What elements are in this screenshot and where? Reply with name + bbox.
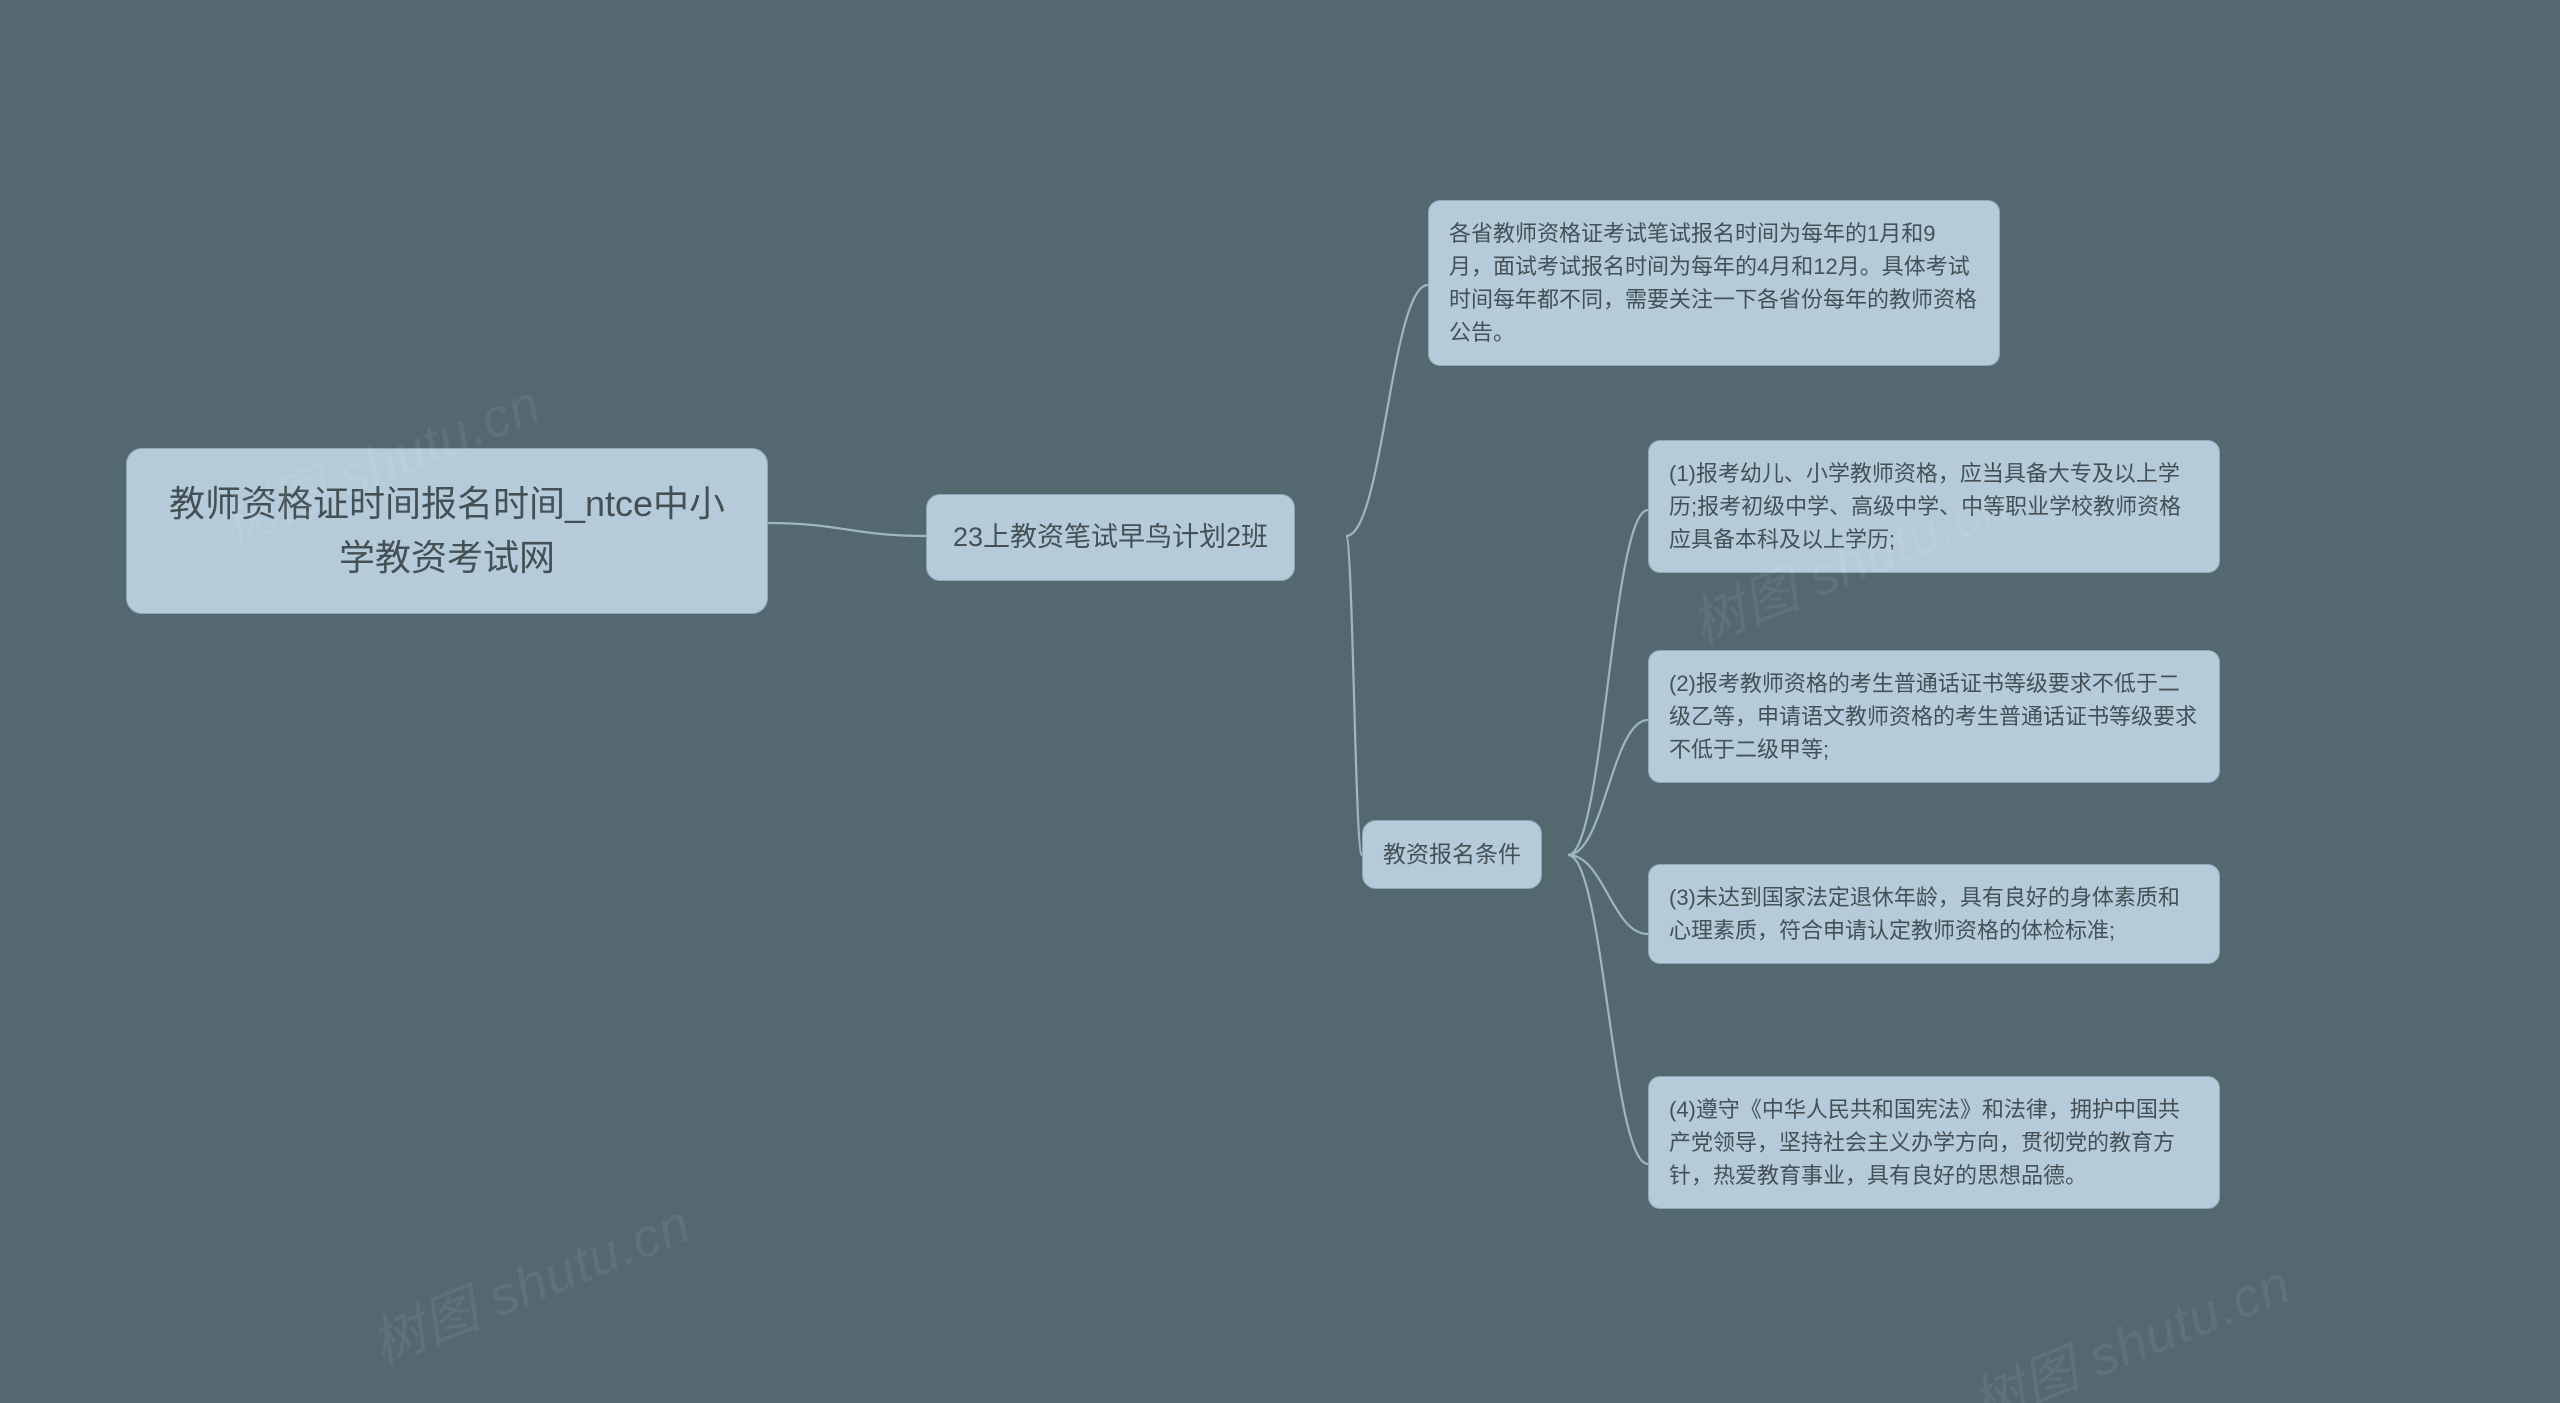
edge [1568,855,1648,1164]
leaf1-node: (1)报考幼儿、小学教师资格，应当具备大专及以上学历;报考初级中学、高级中学、中… [1648,440,2220,573]
root-node: 教师资格证时间报名时间_ntce中小学教资考试网 [126,448,768,614]
leaf3-text: (3)未达到国家法定退休年龄，具有良好的身体素质和心理素质，符合申请认定教师资格… [1669,885,2180,943]
edge [1346,285,1428,536]
branch1-node: 23上教资笔试早鸟计划2班 [926,494,1295,581]
leaf2-node: (2)报考教师资格的考生普通话证书等级要求不低于二级乙等，申请语文教师资格的考生… [1648,650,2220,783]
watermark: 树图 shutu.cn [358,1180,701,1380]
edge [1568,720,1648,855]
branch1-text: 23上教资笔试早鸟计划2班 [953,522,1268,552]
branch2-node: 教资报名条件 [1362,820,1542,889]
edge [1568,510,1648,855]
leaf0-text: 各省教师资格证考试笔试报名时间为每年的1月和9月，面试考试报名时间为每年的4月和… [1449,221,1977,345]
root-text: 教师资格证时间报名时间_ntce中小学教资考试网 [169,483,725,578]
leaf4-text: (4)遵守《中华人民共和国宪法》和法律，拥护中国共产党领导，坚持社会主义办学方向… [1669,1097,2180,1188]
edge [768,523,926,536]
edge [1346,536,1362,855]
branch2-text: 教资报名条件 [1383,841,1521,867]
leaf0-node: 各省教师资格证考试笔试报名时间为每年的1月和9月，面试考试报名时间为每年的4月和… [1428,200,2000,366]
leaf2-text: (2)报考教师资格的考生普通话证书等级要求不低于二级乙等，申请语文教师资格的考生… [1669,671,2197,762]
leaf4-node: (4)遵守《中华人民共和国宪法》和法律，拥护中国共产党领导，坚持社会主义办学方向… [1648,1076,2220,1209]
watermark: 树图 shutu.cn [1958,1240,2301,1403]
leaf1-text: (1)报考幼儿、小学教师资格，应当具备大专及以上学历;报考初级中学、高级中学、中… [1669,461,2181,552]
leaf3-node: (3)未达到国家法定退休年龄，具有良好的身体素质和心理素质，符合申请认定教师资格… [1648,864,2220,964]
edge [1568,855,1648,934]
